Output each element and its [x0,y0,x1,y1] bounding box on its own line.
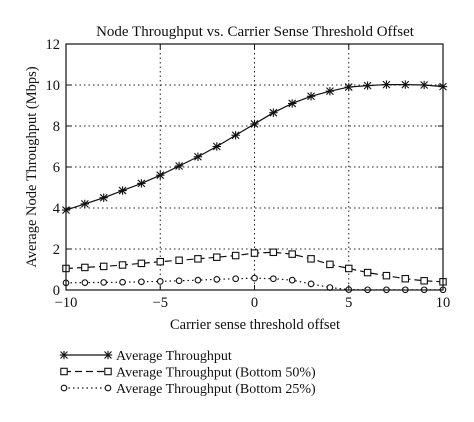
series-1-point [382,80,391,89]
x-axis-label: Carrier sense threshold offset [170,317,340,333]
x-tick-label: −5 [153,295,168,311]
series-1-point [363,81,372,90]
legend-label: Average Throughput [116,349,232,364]
series-3-point [194,276,202,284]
series-1-point [193,152,203,161]
series-3-point [270,275,277,283]
series-2-point [250,249,259,257]
series-2-point [137,259,146,268]
series-2-point [213,253,221,261]
legend-marker [59,350,69,360]
series-2-point [363,268,372,277]
series-1-point [99,193,108,202]
series-3-point [307,280,315,288]
series-2-point [194,255,202,263]
series-2-point [326,260,334,269]
x-tick-label: 0 [251,295,258,311]
series-1-point [306,92,316,101]
series-1-point [250,119,259,129]
legend-label: Average Throughput (Bottom 25%) [116,382,316,397]
legend-entry-1: Average Throughput [59,349,232,364]
plot-frame [65,43,444,291]
legend-marker [60,367,68,376]
series-1-point [118,186,127,195]
x-tick-label: 5 [345,295,352,311]
series-1-point [344,82,353,92]
series-1-point [137,179,146,188]
series-3-point [288,276,296,284]
series-2-point [344,264,353,273]
legend-marker [104,367,112,376]
y-tick-label: 10 [46,78,61,94]
series-1-point [231,131,240,140]
series-1-point [325,86,335,96]
legend-entry-3: Average Throughput (Bottom 25%) [60,382,316,397]
legend-marker [60,384,68,392]
series-1-point [174,161,184,171]
legend-marker [104,384,112,392]
series-1-point [419,80,429,90]
series-3-point [251,274,258,282]
series-2-point [81,263,89,272]
y-tick-label: 6 [53,160,60,176]
y-tick-label: 8 [53,119,60,135]
series-2-point [307,255,315,263]
y-tick-label: 12 [46,37,61,53]
series-1-point [401,80,410,89]
series-3-point [213,275,221,283]
series-1-point [269,108,278,117]
series-2-point [420,277,428,285]
series-3-point [119,278,126,286]
series-1-point [156,171,165,180]
legend-entry-2: Average Throughput (Bottom 50%) [60,366,316,381]
series-1-point [80,199,90,209]
y-tick-label: 0 [53,283,60,299]
series-3-point [81,279,89,286]
tick-labels: −10 −5 0 5 10 0 2 4 6 8 10 12 [46,37,451,311]
series-3-point [138,278,145,286]
series-3-point [175,277,183,285]
series-3-point [100,279,108,286]
legend-label: Average Throughput (Bottom 50%) [116,366,316,381]
series-2-point [175,256,183,265]
series-2-point [156,257,165,266]
x-tick-label: −10 [55,295,78,311]
y-tick-label: 4 [53,201,61,217]
chart-title: Node Throughput vs. Carrier Sense Thresh… [96,24,415,40]
series-1-point [212,142,221,151]
series-2-point [269,248,278,257]
series-1-point [288,99,297,108]
series-1 [61,80,448,215]
series-3-point [232,275,239,283]
series-2-point [288,250,296,258]
y-tick-label: 2 [53,242,60,258]
series-2-point [382,271,391,280]
legend: Average Throughput Average Throughput (Bo… [59,349,316,397]
series-3-point [156,278,164,285]
series-2-point [99,262,108,271]
series-2-point [401,274,410,283]
x-tick-label: 10 [436,295,451,311]
series-2-point [231,251,240,260]
legend-marker [103,350,113,360]
y-axis-label: Average Node Throughput (Mbps) [24,66,40,267]
series-2-point [118,261,127,269]
